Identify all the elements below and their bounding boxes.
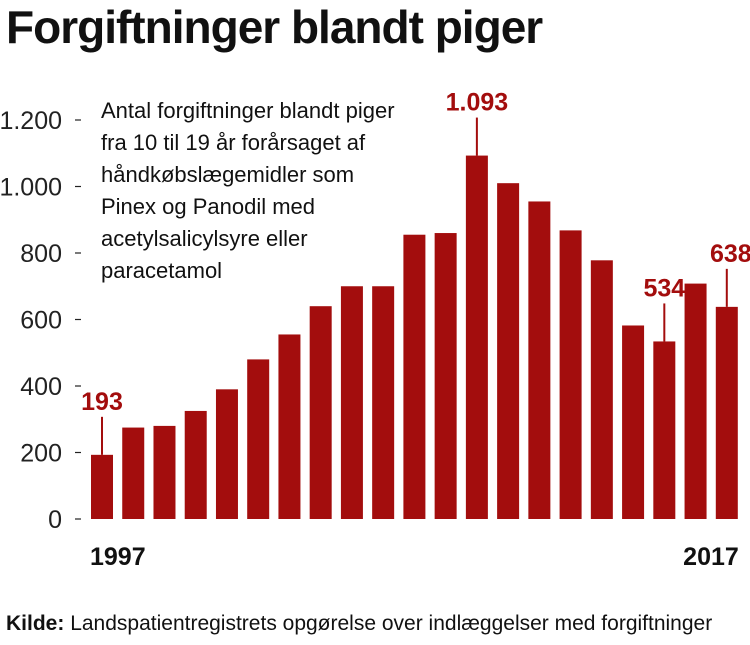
bar-2010 bbox=[497, 183, 520, 520]
bar-2005 bbox=[340, 286, 363, 519]
bar-2002 bbox=[247, 359, 270, 519]
annotation-label-2009: 1.093 bbox=[446, 89, 509, 117]
bar-2016 bbox=[684, 283, 707, 519]
y-tick-label: 400 bbox=[20, 373, 62, 401]
source-note: Kilde: Landspatientregistrets opgørelse … bbox=[6, 612, 712, 636]
annotation-label-1997: 193 bbox=[81, 388, 123, 416]
annotation-label-2017: 638 bbox=[710, 240, 750, 268]
bar-2012 bbox=[559, 230, 582, 519]
chart-title: Forgiftninger blandt piger bbox=[6, 1, 543, 53]
chart-subtitle: Antal forgiftninger blandt piger fra 10 t… bbox=[101, 98, 395, 283]
subtitle-line: fra 10 til 19 år forårsaget af bbox=[101, 130, 366, 155]
chart-svg: 0 200 400 600 800 1.000 1.200 1997 2017 193 1.093 5… bbox=[0, 89, 750, 571]
subtitle-line: Pinex og Panodil med bbox=[101, 194, 315, 219]
bar-1999 bbox=[153, 425, 176, 519]
bar-2001 bbox=[215, 389, 238, 519]
annotation-label-2015: 534 bbox=[643, 274, 685, 302]
bar-2011 bbox=[528, 201, 551, 519]
bar-2007 bbox=[403, 234, 426, 519]
bar-2006 bbox=[372, 286, 395, 519]
x-axis-label-2017: 2017 bbox=[683, 543, 739, 571]
bar-2009 bbox=[465, 155, 488, 519]
subtitle-line: acetylsalicylsyre eller bbox=[101, 226, 308, 251]
bar-2014 bbox=[622, 325, 645, 519]
bar-2017 bbox=[715, 306, 738, 519]
y-tick-label: 800 bbox=[20, 240, 62, 268]
source-label: Kilde: bbox=[6, 612, 65, 635]
subtitle-line: paracetamol bbox=[101, 258, 222, 283]
bar-2003 bbox=[278, 334, 301, 519]
subtitle-line: håndkøbslægemidler som bbox=[101, 162, 354, 187]
y-tick-label: 200 bbox=[20, 440, 62, 468]
source-text: Landspatientregistrets opgørelse over in… bbox=[70, 612, 713, 635]
bar-2004 bbox=[309, 306, 332, 519]
bar-2013 bbox=[590, 260, 613, 519]
bar-2008 bbox=[434, 233, 457, 520]
subtitle-line: Antal forgiftninger blandt piger bbox=[101, 98, 395, 123]
x-axis-label-1997: 1997 bbox=[90, 543, 146, 571]
y-tick-label: 0 bbox=[48, 506, 62, 534]
y-tick-label: 600 bbox=[20, 307, 62, 335]
bar-1998 bbox=[122, 427, 145, 519]
bar-2000 bbox=[184, 410, 207, 519]
bar-1997 bbox=[91, 454, 113, 519]
bar-2015 bbox=[653, 341, 676, 519]
y-tick-label: 1.200 bbox=[0, 107, 62, 135]
y-tick-label: 1.000 bbox=[0, 174, 62, 202]
